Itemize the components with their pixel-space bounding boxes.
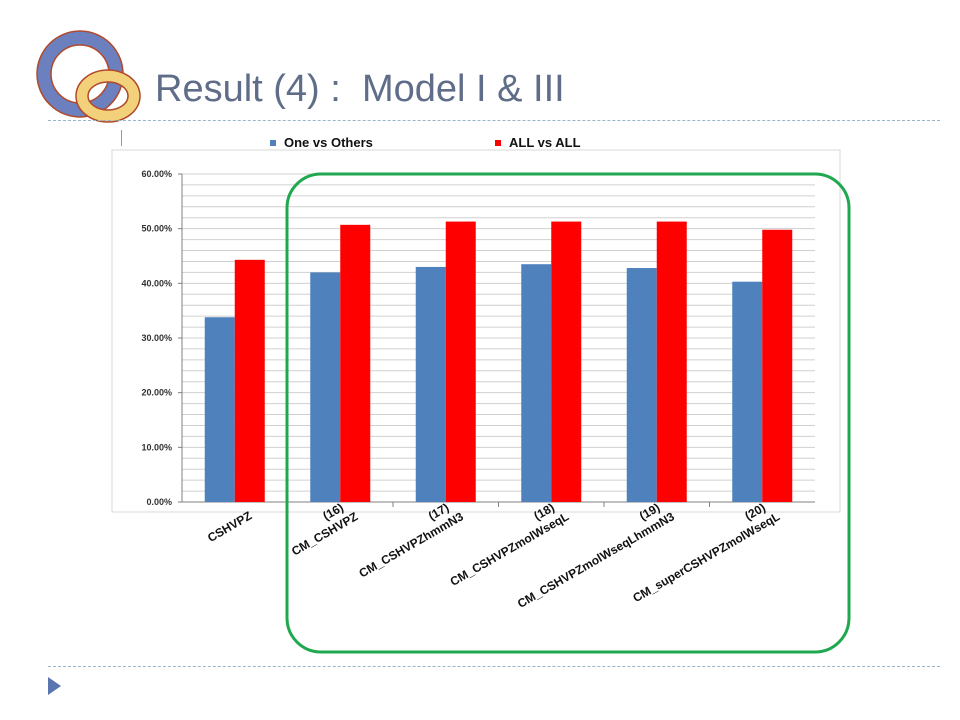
bar-one-vs-others — [310, 272, 341, 502]
bar-all-vs-all — [762, 229, 793, 502]
page-title: Result (4) : Model I & III — [155, 68, 565, 110]
y-tick-label: 60.00% — [141, 169, 172, 179]
y-tick-label: 50.00% — [141, 224, 172, 234]
bar-all-vs-all — [656, 221, 687, 502]
y-tick-label: 40.00% — [141, 278, 172, 288]
highlight-box — [285, 172, 851, 654]
bar-one-vs-others — [732, 281, 763, 502]
bar-all-vs-all — [234, 259, 265, 502]
y-tick-label: 20.00% — [141, 388, 172, 398]
bullet-triangle-icon — [48, 677, 61, 695]
legend-label: One vs Others — [284, 135, 373, 150]
bar-all-vs-all — [445, 221, 476, 502]
logo-rings-icon — [36, 30, 141, 123]
bar-one-vs-others — [415, 266, 446, 502]
bar-all-vs-all — [340, 224, 371, 502]
legend-swatch — [495, 140, 501, 146]
bar-one-vs-others — [204, 317, 235, 502]
y-tick-label: 30.00% — [141, 333, 172, 343]
bar-one-vs-others — [521, 264, 552, 502]
y-tick-label: 10.00% — [141, 442, 172, 452]
legend-swatch — [270, 140, 276, 146]
x-category-label: CSHVPZ — [205, 508, 254, 544]
legend-label: ALL vs ALL — [509, 135, 581, 150]
divider-tick — [121, 130, 122, 146]
bottom-divider — [48, 666, 940, 667]
top-divider — [48, 120, 940, 121]
bar-one-vs-others — [626, 268, 657, 502]
y-tick-label: 0.00% — [146, 497, 172, 507]
bar-all-vs-all — [551, 221, 582, 502]
